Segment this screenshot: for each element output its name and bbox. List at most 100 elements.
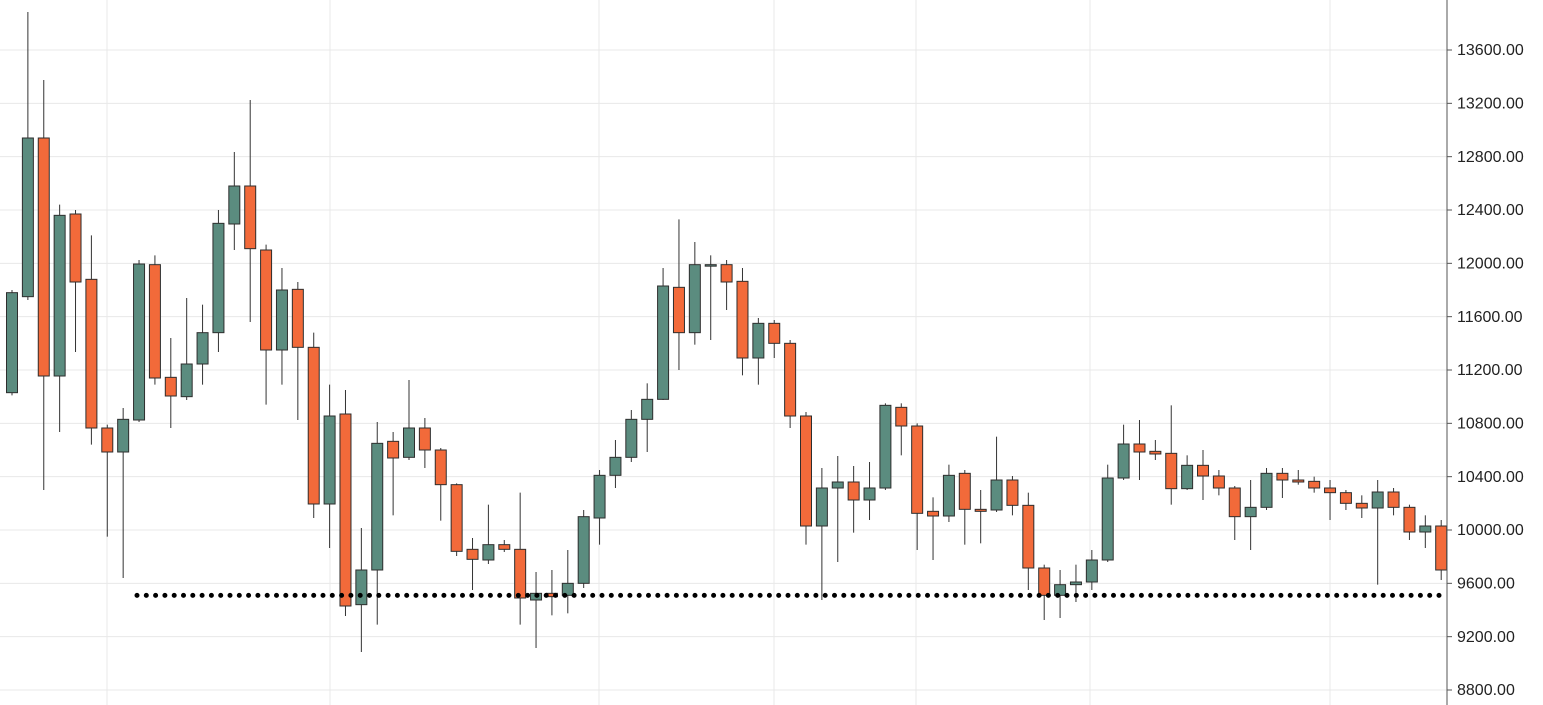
candle-body: [879, 404, 892, 489]
candle-body: [990, 479, 1003, 511]
candle: [1276, 468, 1289, 498]
candle: [815, 468, 828, 600]
candle-body: [752, 322, 765, 359]
candle-body: [117, 418, 130, 453]
candle: [1101, 464, 1114, 562]
y-tick-label: 8800.00: [1457, 682, 1515, 699]
candle-body: [1228, 487, 1241, 518]
candle-body: [1006, 479, 1019, 506]
candle: [672, 219, 685, 370]
candle-body: [720, 264, 733, 283]
candle: [1324, 480, 1337, 520]
candle: [561, 550, 574, 614]
candle-body: [784, 342, 797, 417]
candle: [148, 255, 161, 385]
candle-body: [403, 427, 415, 458]
candle-body: [1133, 443, 1146, 453]
candle: [85, 235, 98, 445]
candle: [879, 403, 892, 490]
candle-body: [1165, 452, 1178, 490]
candle: [339, 390, 352, 616]
candle: [1165, 405, 1178, 505]
candle-body: [323, 415, 336, 505]
candle-body: [418, 427, 431, 451]
candle-body: [260, 249, 273, 351]
candle-body: [1181, 464, 1194, 490]
candle-body: [577, 516, 590, 584]
y-tick-label: 11200.00: [1457, 362, 1523, 379]
candle: [927, 497, 940, 560]
candle-body: [85, 278, 98, 429]
candle-body: [180, 363, 193, 398]
candle-body: [69, 213, 82, 283]
price-axis-bg: [1447, 0, 1543, 705]
candle: [1339, 490, 1352, 510]
candle-body: [21, 137, 34, 298]
candle: [768, 320, 781, 358]
y-tick-label: 10800.00: [1457, 416, 1524, 433]
candle: [863, 462, 876, 520]
candle-body: [53, 214, 66, 377]
candle: [180, 298, 193, 400]
candle-body: [1371, 491, 1384, 509]
candle-body: [1419, 525, 1432, 533]
candle: [1149, 440, 1162, 460]
candle: [847, 466, 860, 533]
candle: [196, 304, 209, 385]
candle: [1435, 520, 1448, 580]
candle-body: [1069, 581, 1082, 586]
candle: [418, 418, 431, 468]
candle: [958, 470, 971, 545]
candle: [1006, 476, 1019, 516]
candle-body: [927, 510, 940, 517]
candles: [6, 12, 1448, 652]
candle-body: [1339, 492, 1352, 504]
candle-body: [895, 406, 908, 427]
candle-body: [704, 264, 717, 267]
candle: [974, 490, 987, 544]
candle-body: [498, 544, 511, 550]
candle-body: [1117, 443, 1130, 479]
candle: [307, 332, 320, 518]
candle: [1403, 504, 1416, 540]
candle: [69, 210, 82, 352]
candle-body: [291, 288, 304, 348]
candle: [1292, 470, 1305, 485]
candle: [37, 80, 50, 490]
candle-body: [37, 137, 50, 377]
candle: [1419, 515, 1432, 548]
candle-body: [1260, 472, 1273, 508]
candle-body: [1276, 472, 1289, 481]
candle-body: [593, 474, 606, 519]
candle-body: [1197, 464, 1209, 477]
candle: [800, 412, 812, 545]
candle-body: [736, 280, 749, 359]
candle: [609, 440, 622, 488]
candle: [355, 528, 368, 652]
candle: [1228, 486, 1241, 540]
candle-body: [800, 415, 812, 527]
candle: [1244, 480, 1257, 550]
candle: [1371, 480, 1384, 585]
candle: [498, 540, 511, 552]
candle: [450, 483, 463, 556]
candle-body: [609, 456, 622, 476]
candle-body: [1085, 559, 1098, 583]
candle: [831, 456, 844, 562]
candle-body: [244, 185, 257, 250]
candle-body: [1292, 479, 1305, 483]
candle-body: [387, 440, 400, 459]
candle-body: [1355, 502, 1368, 509]
candle-body: [228, 185, 241, 225]
candle-body: [1403, 506, 1416, 533]
candle-body: [371, 442, 384, 571]
candle-body: [1387, 491, 1400, 508]
candle: [275, 268, 288, 385]
y-tick-label: 12400.00: [1457, 202, 1524, 219]
candle: [1212, 470, 1225, 496]
candle-body: [641, 398, 654, 420]
candle: [323, 384, 336, 548]
candle-body: [1308, 480, 1321, 489]
candle: [101, 424, 114, 537]
